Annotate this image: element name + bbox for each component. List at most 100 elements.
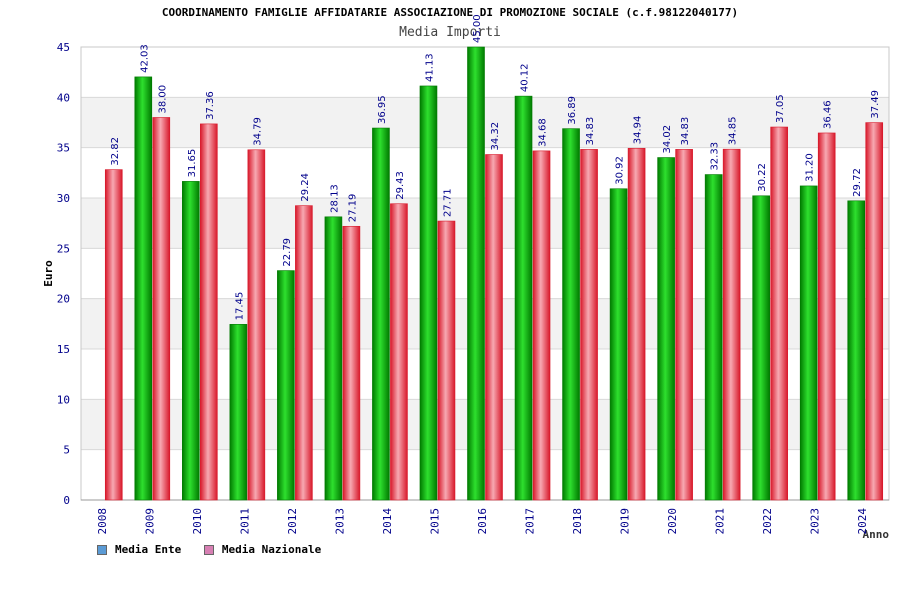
data-label: 37.49 xyxy=(870,90,881,119)
data-label: 34.79 xyxy=(252,117,263,146)
data-label: 27.71 xyxy=(442,188,453,217)
y-tick-label: 10 xyxy=(57,393,70,406)
y-tick-label: 20 xyxy=(57,293,70,306)
data-label: 42.03 xyxy=(139,44,150,73)
data-label: 36.89 xyxy=(567,96,578,125)
bar-media-ente-2024 xyxy=(847,200,866,501)
bar-media-ente-2018 xyxy=(562,128,580,501)
bar-media-nazionale-2013 xyxy=(342,225,361,501)
x-tick-label: 2012 xyxy=(286,508,299,535)
bar-media-ente-2020 xyxy=(657,157,675,501)
data-label: 40.12 xyxy=(520,63,531,92)
data-label: 37.36 xyxy=(205,91,216,120)
bar-media-ente-2012 xyxy=(277,270,295,501)
bar-media-ente-2017 xyxy=(514,95,533,501)
bar-media-nazionale-2021 xyxy=(722,148,741,501)
bar-media-nazionale-2009 xyxy=(152,117,171,501)
chart-subtitle: Media Importi xyxy=(399,25,501,40)
data-label: 37.05 xyxy=(775,94,786,123)
bar-media-ente-2019 xyxy=(609,188,628,501)
x-tick-label: 2021 xyxy=(714,508,727,535)
x-tick-label: 2010 xyxy=(191,508,204,535)
bar-media-ente-2023 xyxy=(799,185,818,501)
data-label: 31.65 xyxy=(187,149,198,178)
bar-media-nazionale-2023 xyxy=(817,132,836,501)
x-tick-label: 2015 xyxy=(428,508,441,535)
data-label: 34.68 xyxy=(538,118,549,147)
bar-media-ente-2022 xyxy=(752,195,770,501)
chart-legend: Media Ente Media Nazionale xyxy=(97,543,337,558)
bar-media-ente-2009 xyxy=(134,76,153,501)
legend-item-media-ente: Media Ente xyxy=(97,543,181,556)
data-label: 32.82 xyxy=(110,137,121,166)
bar-media-ente-2014 xyxy=(372,127,390,501)
data-label: 30.92 xyxy=(615,156,626,185)
bar-media-nazionale-2008 xyxy=(104,169,123,501)
bar-media-nazionale-2018 xyxy=(580,149,598,501)
y-tick-label: 0 xyxy=(63,494,70,507)
bar-media-nazionale-2012 xyxy=(295,205,313,501)
data-label: 38.00 xyxy=(157,85,168,114)
legend-label-media-nazionale: Media Nazionale xyxy=(221,543,322,556)
x-tick-label: 2020 xyxy=(666,508,679,535)
bar-media-nazionale-2017 xyxy=(532,150,551,501)
bar-media-ente-2010 xyxy=(182,181,200,501)
bar-media-nazionale-2011 xyxy=(247,149,266,501)
chart-title: COORDINAMENTO FAMIGLIE AFFIDATARIE ASSOC… xyxy=(161,6,739,19)
y-tick-label: 5 xyxy=(63,444,70,457)
data-label: 30.22 xyxy=(757,163,768,192)
data-label: 45.00 xyxy=(472,14,483,43)
x-axis-label: Anno xyxy=(863,528,890,541)
y-tick-label: 15 xyxy=(57,343,70,356)
x-tick-label: 2016 xyxy=(476,508,489,535)
grid-band xyxy=(81,47,889,98)
data-label: 32.33 xyxy=(710,142,721,171)
bar-media-ente-2021 xyxy=(704,174,723,501)
y-tick-label: 30 xyxy=(57,192,70,205)
legend-swatch-media-nazionale xyxy=(203,544,214,555)
x-tick-label: 2023 xyxy=(809,508,822,535)
data-label: 28.13 xyxy=(329,184,340,213)
x-tick-label: 2009 xyxy=(143,508,156,535)
data-label: 34.85 xyxy=(728,117,739,146)
y-tick-label: 25 xyxy=(57,242,70,255)
data-label: 29.43 xyxy=(395,171,406,200)
data-label: 34.32 xyxy=(490,122,501,151)
bar-media-ente-2011 xyxy=(229,324,248,501)
y-tick-label: 45 xyxy=(57,41,70,54)
x-tick-label: 2014 xyxy=(381,508,394,535)
data-label: 17.45 xyxy=(234,292,245,321)
legend-swatch-media-ente xyxy=(97,544,107,555)
x-tick-label: 2008 xyxy=(96,508,109,535)
bar-media-nazionale-2024 xyxy=(865,122,884,501)
x-tick-label: 2011 xyxy=(238,508,251,535)
x-tick-label: 2013 xyxy=(333,508,346,535)
bar-media-nazionale-2015 xyxy=(437,220,456,501)
bar-media-nazionale-2020 xyxy=(675,149,693,501)
bar-media-nazionale-2019 xyxy=(627,147,646,501)
bar-media-nazionale-2010 xyxy=(200,123,218,501)
y-tick-label: 35 xyxy=(57,142,70,155)
data-label: 41.13 xyxy=(424,53,435,82)
data-label: 36.46 xyxy=(823,100,834,129)
data-label: 34.83 xyxy=(680,117,691,146)
data-label: 34.94 xyxy=(633,116,644,145)
x-tick-label: 2019 xyxy=(619,508,632,535)
data-label: 27.19 xyxy=(347,194,358,223)
data-label: 34.02 xyxy=(662,125,673,154)
data-label: 31.20 xyxy=(805,153,816,182)
bar-media-nazionale-2014 xyxy=(390,203,408,501)
legend-label-media-ente: Media Ente xyxy=(115,543,182,556)
data-label: 29.72 xyxy=(852,168,863,197)
bar-media-nazionale-2022 xyxy=(770,126,788,501)
bar-media-nazionale-2016 xyxy=(485,154,503,501)
data-label: 22.79 xyxy=(282,238,293,267)
bar-media-ente-2015 xyxy=(419,85,438,501)
x-tick-label: 2022 xyxy=(761,508,774,535)
x-tick-label: 2024 xyxy=(856,508,869,535)
data-label: 29.24 xyxy=(300,173,311,202)
y-tick-label: 40 xyxy=(57,91,70,104)
x-tick-label: 2018 xyxy=(571,508,584,535)
legend-item-media-nazionale: Media Nazionale xyxy=(203,543,322,556)
